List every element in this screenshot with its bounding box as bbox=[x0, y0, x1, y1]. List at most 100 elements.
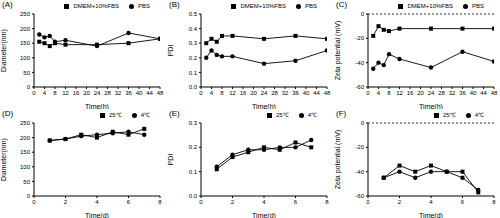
svg-text:0.3: 0.3 bbox=[189, 40, 198, 46]
svg-text:48: 48 bbox=[157, 90, 164, 96]
svg-text:0.1: 0.1 bbox=[189, 169, 198, 175]
svg-text:0.0: 0.0 bbox=[189, 84, 198, 90]
svg-text:8: 8 bbox=[325, 199, 329, 205]
svg-text:12: 12 bbox=[62, 90, 69, 96]
svg-text:Time(d): Time(d) bbox=[252, 212, 276, 218]
svg-text:12: 12 bbox=[396, 90, 403, 96]
svg-text:0: 0 bbox=[32, 199, 36, 205]
svg-text:0: 0 bbox=[361, 120, 365, 126]
svg-text:0: 0 bbox=[361, 11, 365, 17]
svg-text:4: 4 bbox=[262, 199, 266, 205]
svg-text:8: 8 bbox=[158, 199, 162, 205]
svg-text:24: 24 bbox=[261, 90, 268, 96]
svg-text:32: 32 bbox=[449, 90, 456, 96]
svg-text:-60: -60 bbox=[355, 193, 364, 199]
svg-text:40: 40 bbox=[470, 90, 477, 96]
svg-text:PDI: PDI bbox=[167, 154, 174, 166]
svg-text:-40: -40 bbox=[355, 169, 364, 175]
svg-text:0.3: 0.3 bbox=[189, 120, 198, 126]
svg-text:0.1: 0.1 bbox=[189, 70, 198, 76]
svg-text:4: 4 bbox=[210, 90, 214, 96]
svg-text:40: 40 bbox=[303, 90, 310, 96]
svg-text:0: 0 bbox=[366, 199, 370, 205]
svg-text:8: 8 bbox=[53, 90, 57, 96]
svg-text:200: 200 bbox=[20, 135, 31, 141]
svg-text:100: 100 bbox=[20, 164, 31, 170]
html-text:(B): (B) bbox=[169, 0, 180, 9]
svg-text:36: 36 bbox=[125, 90, 132, 96]
svg-text:50: 50 bbox=[23, 70, 30, 76]
svg-text:4: 4 bbox=[429, 199, 433, 205]
svg-text:100: 100 bbox=[20, 55, 31, 61]
svg-text:0.2: 0.2 bbox=[189, 144, 198, 150]
svg-text:Zeta potential (mV): Zeta potential (mV) bbox=[334, 21, 342, 81]
svg-text:0: 0 bbox=[27, 193, 31, 199]
svg-text:-60: -60 bbox=[355, 84, 364, 90]
svg-text:32: 32 bbox=[282, 90, 289, 96]
svg-text:32: 32 bbox=[115, 90, 122, 96]
svg-text:200: 200 bbox=[20, 26, 31, 32]
svg-text:44: 44 bbox=[313, 90, 320, 96]
svg-text:0: 0 bbox=[32, 90, 36, 96]
svg-text:50: 50 bbox=[23, 179, 30, 185]
html-text:(C): (C) bbox=[336, 0, 348, 9]
svg-text:48: 48 bbox=[324, 90, 331, 96]
svg-text:16: 16 bbox=[73, 90, 80, 96]
svg-text:44: 44 bbox=[146, 90, 153, 96]
svg-text:6: 6 bbox=[127, 199, 131, 205]
svg-text:Time(h): Time(h) bbox=[252, 103, 276, 109]
html-text:(D): (D) bbox=[2, 109, 14, 118]
svg-text:0.4: 0.4 bbox=[189, 26, 198, 32]
svg-text:0: 0 bbox=[27, 84, 31, 90]
svg-text:-20: -20 bbox=[355, 35, 364, 41]
svg-text:0.5: 0.5 bbox=[189, 11, 198, 17]
svg-text:12: 12 bbox=[229, 90, 236, 96]
svg-text:4: 4 bbox=[377, 90, 381, 96]
svg-text:20: 20 bbox=[83, 90, 90, 96]
svg-text:8: 8 bbox=[220, 90, 224, 96]
svg-text:250: 250 bbox=[20, 120, 31, 126]
svg-text:PDI: PDI bbox=[167, 45, 174, 57]
svg-text:0.0: 0.0 bbox=[189, 193, 198, 199]
svg-text:-40: -40 bbox=[355, 60, 364, 66]
svg-text:2: 2 bbox=[64, 199, 68, 205]
svg-text:150: 150 bbox=[20, 149, 31, 155]
svg-text:Time(h): Time(h) bbox=[85, 103, 109, 109]
svg-text:6: 6 bbox=[294, 199, 298, 205]
svg-text:6: 6 bbox=[461, 199, 465, 205]
svg-text:24: 24 bbox=[428, 90, 435, 96]
svg-text:16: 16 bbox=[240, 90, 247, 96]
svg-text:20: 20 bbox=[250, 90, 257, 96]
svg-text:0.2: 0.2 bbox=[189, 55, 198, 61]
svg-text:2: 2 bbox=[231, 199, 235, 205]
svg-text:40: 40 bbox=[136, 90, 143, 96]
svg-text:16: 16 bbox=[407, 90, 414, 96]
svg-text:4: 4 bbox=[43, 90, 47, 96]
svg-text:4: 4 bbox=[95, 199, 99, 205]
svg-text:24: 24 bbox=[94, 90, 101, 96]
svg-text:28: 28 bbox=[104, 90, 111, 96]
svg-text:Time(d): Time(d) bbox=[85, 212, 109, 218]
svg-text:36: 36 bbox=[459, 90, 466, 96]
svg-text:36: 36 bbox=[292, 90, 299, 96]
svg-text:Diameter(nm): Diameter(nm) bbox=[8, 29, 9, 72]
svg-text:150: 150 bbox=[20, 40, 31, 46]
html-text:(E): (E) bbox=[169, 109, 180, 118]
svg-text:Diameter(nm): Diameter(nm) bbox=[8, 138, 9, 181]
svg-text:0: 0 bbox=[366, 90, 370, 96]
svg-text:Zeta potential (mV): Zeta potential (mV) bbox=[334, 130, 342, 190]
svg-text:44: 44 bbox=[480, 90, 487, 96]
svg-text:8: 8 bbox=[387, 90, 391, 96]
svg-text:-20: -20 bbox=[355, 144, 364, 150]
svg-text:0: 0 bbox=[199, 90, 203, 96]
html-text:(A): (A) bbox=[2, 0, 13, 9]
svg-text:28: 28 bbox=[271, 90, 278, 96]
svg-text:Time(d): Time(d) bbox=[419, 212, 443, 218]
svg-text:48: 48 bbox=[491, 90, 492, 96]
svg-text:2: 2 bbox=[398, 199, 402, 205]
svg-text:20: 20 bbox=[417, 90, 424, 96]
svg-text:28: 28 bbox=[438, 90, 445, 96]
svg-text:0: 0 bbox=[199, 199, 203, 205]
svg-text:Time(h): Time(h) bbox=[419, 103, 443, 109]
svg-text:250: 250 bbox=[20, 11, 31, 17]
